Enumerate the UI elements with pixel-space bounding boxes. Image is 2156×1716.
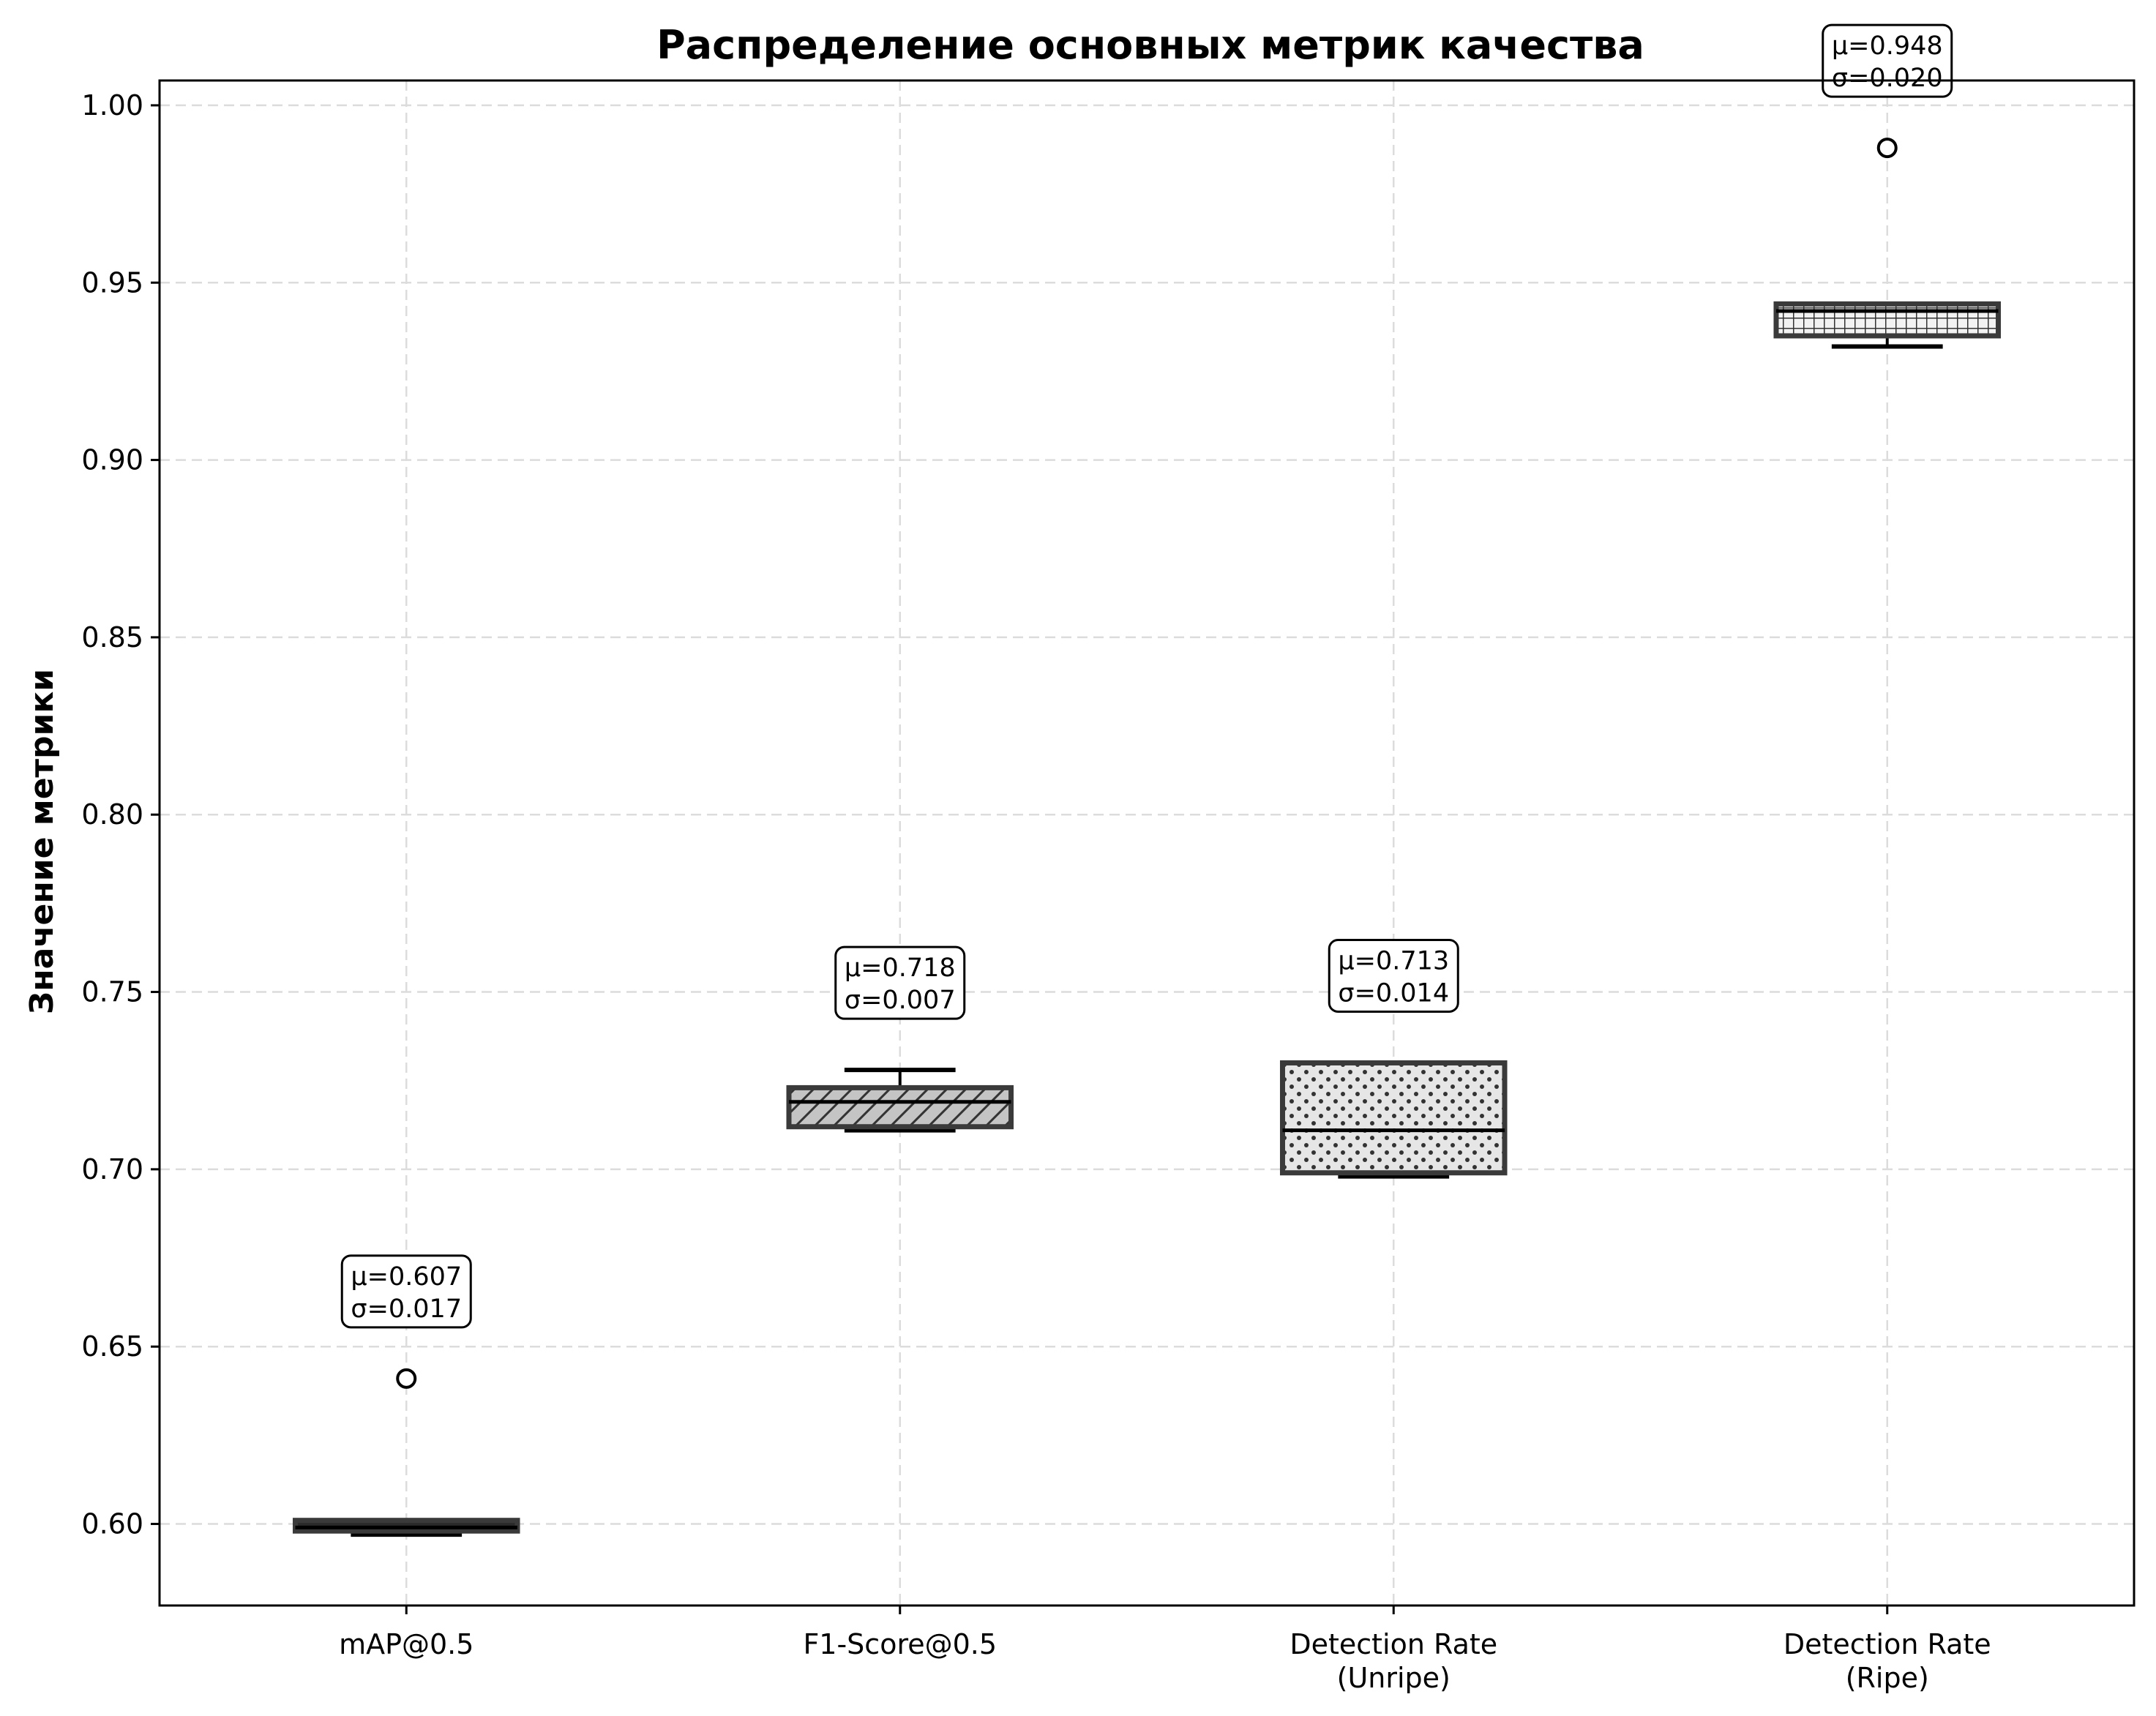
chart-title: Распределение основных метрик качества <box>656 22 1644 68</box>
y-tick-label: 0.85 <box>81 621 143 653</box>
y-tick-label: 0.75 <box>81 976 143 1008</box>
stat-std: σ=0.007 <box>845 986 956 1015</box>
x-tick-label: mAP@0.5 <box>339 1628 474 1660</box>
box-3: μ=0.713 σ=0.014 <box>1279 938 1508 1179</box>
stat-std: σ=0.014 <box>1338 978 1449 1008</box>
stat-std: σ=0.017 <box>351 1295 462 1324</box>
box-body <box>1773 301 2002 339</box>
stats-annotation-box <box>834 945 966 1020</box>
x-tick-label: Detection Rate <box>1783 1628 1991 1660</box>
stats-annotation-box <box>340 1254 472 1329</box>
x-tick-label: (Ripe) <box>1846 1662 1929 1694</box>
plot-frame <box>158 79 2136 1607</box>
outlier-point <box>396 1368 417 1389</box>
y-tick-label: 0.95 <box>81 266 143 299</box>
box-4: μ=0.948 σ=0.020 <box>1773 23 2002 349</box>
y-tick-label: 0.70 <box>81 1153 143 1185</box>
box-1: μ=0.607 σ=0.017 <box>292 1254 520 1537</box>
x-tick-label: F1-Score@0.5 <box>803 1628 997 1660</box>
y-tick-label: 0.90 <box>81 444 143 476</box>
grid-lines <box>160 80 2134 1606</box>
box-body <box>1279 1060 1508 1176</box>
outlier-point <box>1876 138 1898 159</box>
y-tick-label: 1.00 <box>81 89 143 121</box>
y-axis-ticks: 0.60 0.65 0.70 0.75 0.80 0.85 0.90 0.95 1.00 <box>81 89 160 1540</box>
stats-annotation-box <box>1822 23 1953 98</box>
y-tick-label: 0.80 <box>81 798 143 831</box>
y-tick-label: 0.65 <box>81 1330 143 1363</box>
stats-annotation-box <box>1328 938 1459 1013</box>
x-tick-label: (Unripe) <box>1337 1662 1451 1694</box>
box-series: μ=0.607 σ=0.017 μ=0.718 σ=0.007 μ=0.713 σ=0.0… <box>292 23 2002 1537</box>
stat-mean: μ=0.718 <box>845 953 956 983</box>
stat-mean: μ=0.948 <box>1832 31 1943 61</box>
stat-mean: μ=0.607 <box>351 1262 462 1292</box>
y-tick-label: 0.60 <box>81 1508 143 1540</box>
box-body <box>786 1084 1014 1130</box>
box-2: μ=0.718 σ=0.007 <box>786 945 1014 1133</box>
y-axis-label: Значение метрики <box>23 669 61 1014</box>
stat-std: σ=0.020 <box>1832 64 1943 93</box>
stat-mean: μ=0.713 <box>1338 946 1449 975</box>
x-axis-ticks: mAP@0.5 F1-Score@0.5 Detection Rate(Unripe… <box>339 1606 1991 1694</box>
x-tick-label: Detection Rate <box>1290 1628 1497 1660</box>
